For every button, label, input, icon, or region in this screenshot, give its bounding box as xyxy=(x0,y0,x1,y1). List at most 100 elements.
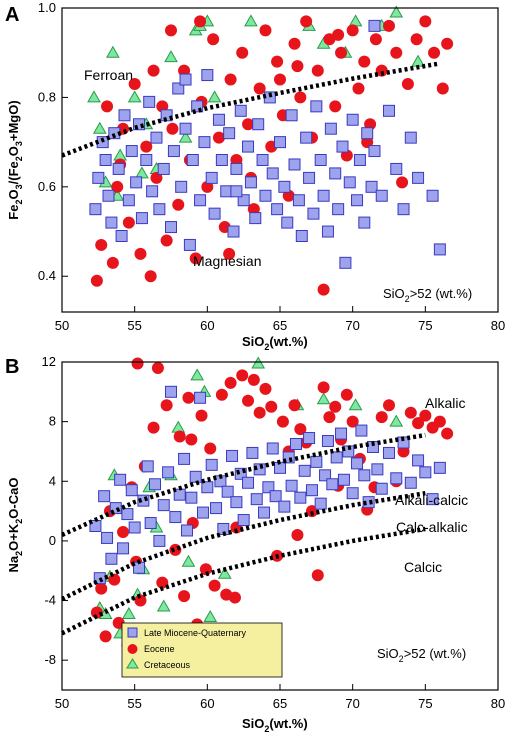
eocene-point xyxy=(335,46,348,59)
eocene-point xyxy=(369,33,382,46)
ylabel-part: 2 xyxy=(14,156,24,161)
panel-a-xtick-label: 50 xyxy=(55,318,69,333)
cretaceous-point xyxy=(87,90,101,103)
eocene-point xyxy=(236,369,249,382)
cretaceous-point xyxy=(113,148,127,161)
eocene-point xyxy=(215,388,228,401)
late-miocene-quaternary-point xyxy=(246,446,259,459)
panel-b: B 50 55 60 65 70 75 80 -8 -4 0 4 8 12 Alkalic Alkali… xyxy=(5,354,505,734)
late-miocene-quaternary-point xyxy=(285,479,298,492)
eocene-point xyxy=(194,15,207,28)
cretaceous-point xyxy=(92,121,107,134)
eocene-point xyxy=(271,55,284,68)
eocene-point xyxy=(207,33,220,46)
panel-b-ytick-label: -4 xyxy=(44,593,56,608)
cretaceous-point xyxy=(203,609,218,622)
eocene-point xyxy=(329,400,342,413)
eocene-point xyxy=(352,82,365,95)
eocene-point xyxy=(128,78,141,90)
panel-b-note-tail: >52 (wt.%) xyxy=(404,646,467,661)
legend-marker-cretaceous xyxy=(126,658,139,669)
late-miocene-quaternary-point xyxy=(109,502,122,515)
eocene-point xyxy=(172,198,185,211)
late-miocene-quaternary-point xyxy=(220,185,233,198)
late-miocene-quaternary-point xyxy=(307,207,320,220)
late-miocene-quaternary-point xyxy=(157,162,170,175)
late-miocene-quaternary-point xyxy=(426,189,439,202)
eocene-point xyxy=(410,33,423,46)
panel-a-ylabel: Fe2O3/(Fe2O3+MgO) xyxy=(6,100,24,219)
late-miocene-quaternary-point xyxy=(404,131,417,144)
panel-a-xlabel: SiO2(wt.%) xyxy=(242,334,308,352)
late-miocene-quaternary-point xyxy=(179,73,192,86)
late-miocene-quaternary-point xyxy=(303,171,316,184)
late-miocene-quaternary-point xyxy=(289,438,302,450)
late-miocene-quaternary-point xyxy=(244,176,257,189)
cretaceous-point xyxy=(164,50,178,63)
eocene-point xyxy=(317,283,330,296)
eocene-point xyxy=(199,563,212,576)
late-miocene-quaternary-point xyxy=(167,145,180,158)
late-miocene-quaternary-point xyxy=(271,203,284,216)
late-miocene-quaternary-point xyxy=(266,167,279,180)
panel-a-xlabel-main: SiO xyxy=(242,334,264,349)
eocene-point xyxy=(383,19,395,32)
eocene-point xyxy=(340,388,353,401)
late-miocene-quaternary-point xyxy=(310,455,323,468)
panel-b-data xyxy=(61,356,454,664)
late-miocene-quaternary-point xyxy=(125,145,138,158)
late-miocene-quaternary-point xyxy=(269,490,282,503)
late-miocene-quaternary-point xyxy=(234,104,247,117)
eocene-point xyxy=(117,525,130,538)
late-miocene-quaternary-point xyxy=(282,451,295,464)
eocene-point xyxy=(140,140,153,153)
late-miocene-quaternary-point xyxy=(226,449,239,462)
late-miocene-quaternary-point xyxy=(330,451,343,464)
eocene-point xyxy=(131,357,144,370)
panel-a-data xyxy=(61,5,454,296)
late-miocene-quaternary-point xyxy=(153,534,166,547)
late-miocene-quaternary-point xyxy=(249,212,262,225)
calc-alkalic-label: Calc-alkalic xyxy=(396,519,468,535)
eocene-point xyxy=(212,131,225,144)
eocene-point xyxy=(358,55,371,68)
late-miocene-quaternary-point xyxy=(298,464,311,477)
panel-a-ytick-label: 0.4 xyxy=(38,268,56,283)
late-miocene-quaternary-point xyxy=(305,484,318,497)
eocene-point xyxy=(195,409,208,422)
panel-b-ytick-label: -8 xyxy=(44,652,56,667)
late-miocene-quaternary-point xyxy=(172,82,185,95)
late-miocene-quaternary-point xyxy=(157,499,170,512)
panel-b-ytick-label: 0 xyxy=(49,533,56,548)
late-miocene-quaternary-point xyxy=(205,171,218,184)
eocene-point xyxy=(375,64,388,77)
eocene-point xyxy=(294,91,307,104)
late-miocene-quaternary-point xyxy=(115,230,128,242)
eocene-point xyxy=(383,399,395,412)
late-miocene-quaternary-point xyxy=(337,473,350,486)
late-miocene-quaternary-point xyxy=(101,531,114,544)
late-miocene-quaternary-point xyxy=(310,100,323,113)
eocene-point xyxy=(332,28,345,41)
panel-b-ytick-label: 12 xyxy=(42,354,56,369)
cretaceous-point xyxy=(348,398,363,411)
panel-b-ylabel: Na2O+K2O-CaO xyxy=(6,478,24,573)
cretaceous-point xyxy=(389,5,404,18)
cretaceous-point xyxy=(127,90,142,103)
ylabel-part: 3 xyxy=(14,184,24,189)
late-miocene-quaternary-point xyxy=(89,203,102,216)
eocene-point xyxy=(323,411,336,424)
panel-a-letter: A xyxy=(5,4,19,26)
legend-marker-late-miocene xyxy=(127,627,138,638)
late-miocene-quaternary-point xyxy=(375,189,388,202)
late-miocene-quaternary-point xyxy=(150,131,163,144)
late-miocene-quaternary-point xyxy=(358,216,371,229)
eocene-point xyxy=(90,274,103,287)
ylabel-part: 2 xyxy=(14,200,24,205)
eocene-point xyxy=(122,216,135,229)
eocene-point xyxy=(317,381,330,394)
late-miocene-quaternary-point xyxy=(196,506,209,519)
eocene-point xyxy=(95,238,108,251)
panel-a-xlabel-tail: (wt.%) xyxy=(269,334,307,349)
late-miocene-quaternary-point xyxy=(137,494,150,507)
